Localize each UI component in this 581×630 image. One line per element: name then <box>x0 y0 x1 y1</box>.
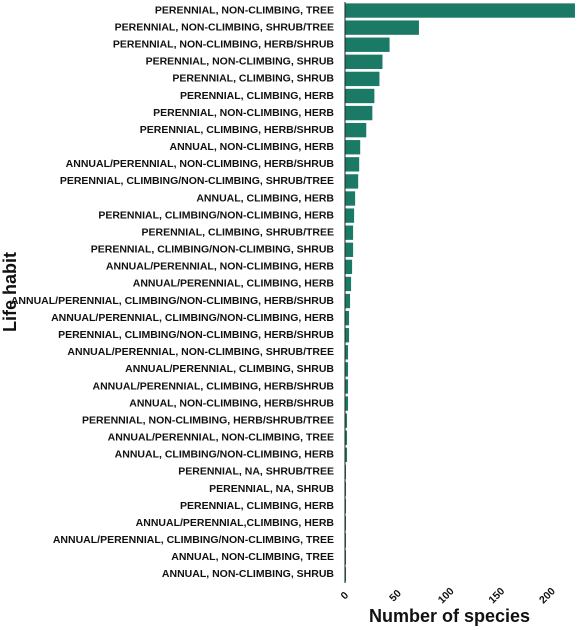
category-label-8: ANNUAL, NON-CLIMBING, HERB <box>170 141 335 153</box>
bar-7 <box>345 122 367 138</box>
category-label-5: PERENNIAL, CLIMBING, HERB <box>180 90 334 102</box>
category-label-1: PERENNIAL, NON-CLIMBING, SHRUB/TREE <box>115 21 334 33</box>
bar-32 <box>345 550 347 565</box>
category-label-30: ANNUAL/PERENNIAL,CLIMBING, HERB <box>136 517 335 529</box>
bar-20 <box>345 345 349 360</box>
x-tick-label-0: 0 <box>339 589 352 602</box>
bar-30 <box>345 516 347 531</box>
bar-12 <box>345 208 355 223</box>
x-tick-label-3: 150 <box>486 585 507 606</box>
bar-9 <box>345 157 360 172</box>
bar-2 <box>345 37 390 52</box>
bar-22 <box>345 379 349 394</box>
bar-29 <box>345 498 347 514</box>
bar-1 <box>345 20 419 35</box>
category-label-9: ANNUAL/PERENNIAL, NON-CLIMBING, HERB/SHR… <box>66 158 335 170</box>
category-label-29: PERENNIAL, CLIMBING, HERB <box>180 500 334 512</box>
bar-25 <box>345 430 348 445</box>
bar-4 <box>345 71 380 87</box>
category-label-27: PERENNIAL, NA, SHRUB/TREE <box>178 466 334 478</box>
bar-19 <box>345 328 350 343</box>
category-label-18: ANNUAL/PERENNIAL, CLIMBING/NON-CLIMBING,… <box>51 312 334 324</box>
x-tick-label-4: 200 <box>537 585 558 606</box>
category-label-33: ANNUAL, NON-CLIMBING, SHRUB <box>162 568 334 580</box>
bar-21 <box>345 362 349 377</box>
bar-14 <box>345 242 354 257</box>
bar-5 <box>345 88 375 104</box>
category-labels-group: PERENNIAL, NON-CLIMBING, TREE PERENNIAL, … <box>11 4 335 580</box>
bar-3 <box>345 54 383 69</box>
category-label-26: ANNUAL, CLIMBING/NON-CLIMBING, HERB <box>115 449 335 461</box>
bar-23 <box>345 396 349 411</box>
category-label-22: ANNUAL/PERENNIAL, CLIMBING, HERB/SHRUB <box>93 380 335 392</box>
category-label-28: PERENNIAL, NA, SHRUB <box>209 483 334 495</box>
category-label-4: PERENNIAL, CLIMBING, SHRUB <box>172 73 334 85</box>
bar-8 <box>345 140 361 155</box>
x-tick-label-2: 100 <box>436 585 457 606</box>
bar-26 <box>345 447 348 463</box>
category-label-12: PERENNIAL, CLIMBING/NON-CLIMBING, HERB <box>98 209 334 221</box>
bar-10 <box>345 174 359 189</box>
x-ticks-group: 0 50 100 150 200 <box>339 585 558 606</box>
x-axis-title: Number of species <box>369 606 530 626</box>
bar-33 <box>345 567 347 582</box>
category-label-6: PERENNIAL, NON-CLIMBING, HERB <box>153 107 334 119</box>
category-label-21: ANNUAL/PERENNIAL, CLIMBING, SHRUB <box>125 363 334 375</box>
category-label-17: ANNUAL/PERENNIAL, CLIMBING/NON-CLIMBING,… <box>11 295 335 307</box>
category-label-15: ANNUAL/PERENNIAL, NON-CLIMBING, HERB <box>106 261 334 273</box>
bar-16 <box>345 276 352 292</box>
bar-6 <box>345 105 373 121</box>
category-label-20: ANNUAL/PERENNIAL, NON-CLIMBING, SHRUB/TR… <box>67 346 334 358</box>
bar-24 <box>345 413 348 428</box>
category-label-25: ANNUAL/PERENNIAL, NON-CLIMBING, TREE <box>108 432 334 444</box>
bar-27 <box>345 464 347 480</box>
category-label-13: PERENNIAL, CLIMBING, SHRUB/TREE <box>141 226 334 238</box>
category-label-23: ANNUAL, NON-CLIMBING, HERB/SHRUB <box>129 397 334 409</box>
bar-0 <box>345 3 575 18</box>
bar-13 <box>345 225 354 240</box>
category-label-24: PERENNIAL, NON-CLIMBING, HERB/SHRUB/TREE <box>82 414 334 426</box>
x-tick-label-1: 50 <box>387 587 404 604</box>
category-label-14: PERENNIAL, CLIMBING/NON-CLIMBING, SHRUB <box>91 244 335 256</box>
y-axis-title: Life habit <box>0 252 20 332</box>
category-label-10: PERENNIAL, CLIMBING/NON-CLIMBING, SHRUB/… <box>60 175 334 187</box>
bar-28 <box>345 481 347 497</box>
bar-15 <box>345 259 353 275</box>
category-label-19: PERENNIAL, CLIMBING/NON-CLIMBING, HERB/S… <box>58 329 334 341</box>
category-label-2: PERENNIAL, NON-CLIMBING, HERB/SHRUB <box>113 39 335 51</box>
bar-11 <box>345 191 356 206</box>
category-label-16: ANNUAL/PERENNIAL, CLIMBING, HERB <box>133 278 335 290</box>
category-label-0: PERENNIAL, NON-CLIMBING, TREE <box>155 4 334 16</box>
bar-18 <box>345 310 350 326</box>
category-label-7: PERENNIAL, CLIMBING, HERB/SHRUB <box>140 124 335 136</box>
category-label-11: ANNUAL, CLIMBING, HERB <box>196 192 334 204</box>
bar-17 <box>345 293 351 309</box>
category-label-31: ANNUAL/PERENNIAL, CLIMBING/NON-CLIMBING,… <box>53 534 334 546</box>
category-label-3: PERENNIAL, NON-CLIMBING, SHRUB <box>146 56 335 68</box>
bars-group <box>345 3 575 582</box>
bar-31 <box>345 533 347 548</box>
category-label-32: ANNUAL, NON-CLIMBING, TREE <box>171 551 334 563</box>
